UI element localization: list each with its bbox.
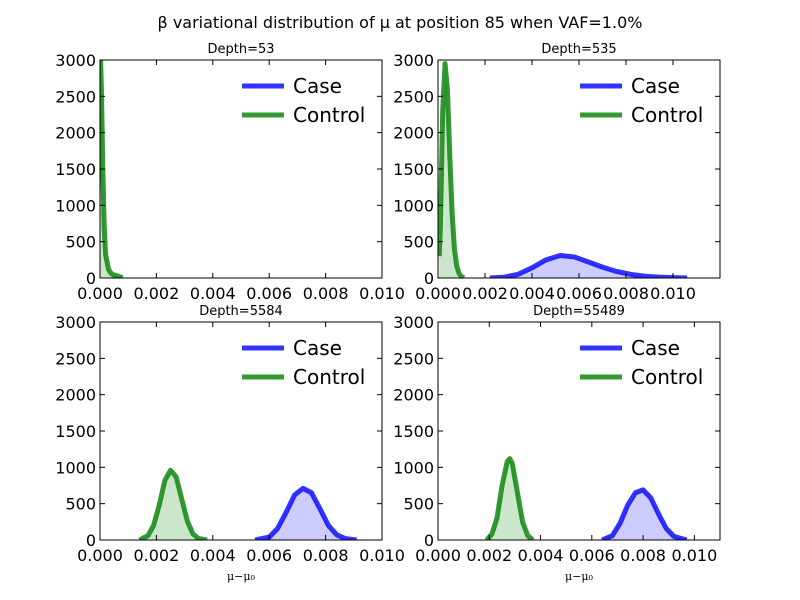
y-tick-label: 1000 [393, 196, 434, 215]
x-axis-label: μ−μ₀ [565, 570, 594, 583]
series-line-control [484, 456, 535, 540]
chart-panel-1: Depth=53 0 500 1000 1500 2000 2500 3000 0.000 0.0… [55, 42, 405, 303]
y-tick-label: 0 [86, 269, 96, 288]
y-tick-label: 2000 [55, 386, 96, 405]
x-tick-label: 0.008 [603, 284, 649, 303]
y-tick-label: 1000 [393, 458, 434, 477]
x-tick-label: 0.004 [190, 284, 236, 303]
series-fill-control [100, 60, 123, 278]
y-tick-label: 3000 [55, 51, 96, 70]
x-tick-label: 0.002 [133, 546, 179, 565]
x-tick-label: 0.002 [133, 284, 179, 303]
legend-label-case: Case [293, 336, 342, 360]
y-tick-label: 3000 [55, 313, 96, 332]
series-line-control [138, 467, 208, 540]
y-tick-label: 0 [424, 269, 434, 288]
x-tick-label: 0.006 [246, 284, 292, 303]
legend-label-control: Control [293, 365, 365, 389]
x-tick-label: 0.004 [509, 284, 555, 303]
legend-label-case: Case [631, 74, 680, 98]
legend: Case Control [580, 74, 703, 127]
y-tick-label: 2500 [393, 87, 434, 106]
series-line-case [254, 485, 357, 540]
x-tick-label: 0.002 [466, 546, 512, 565]
x-tick-label: 0.004 [518, 546, 564, 565]
plot-area [484, 456, 688, 540]
legend-label-case: Case [293, 74, 342, 98]
x-tick-label: 0.008 [620, 546, 666, 565]
y-tick-label: 1500 [393, 422, 434, 441]
panel-title: Depth=55489 [533, 304, 625, 319]
y-tick-label: 2500 [55, 349, 96, 368]
y-tick-label: 0 [424, 531, 434, 550]
y-tick-label: 0 [86, 531, 96, 550]
y-tick-label: 1500 [393, 160, 434, 179]
x-tick-label: 0.010 [650, 284, 696, 303]
panel-title: Depth=5584 [199, 304, 283, 319]
legend-label-control: Control [631, 365, 703, 389]
y-tick-label: 500 [65, 233, 96, 252]
x-axis-label: μ−μ₀ [227, 570, 256, 583]
x-tick-label: 0.008 [303, 546, 349, 565]
legend-label-control: Control [293, 103, 365, 127]
legend: Case Control [580, 336, 703, 389]
x-tick-label: 0.010 [671, 546, 717, 565]
plot-area [138, 467, 357, 540]
y-tick-label: 2000 [393, 386, 434, 405]
y-tick-label: 2500 [55, 87, 96, 106]
y-tick-label: 2000 [55, 124, 96, 143]
series-fill-control [439, 63, 464, 278]
y-tick-label: 1000 [55, 458, 96, 477]
x-tick-label: 0.010 [359, 546, 405, 565]
y-tick-label: 1000 [55, 196, 96, 215]
series-line-case [489, 252, 688, 278]
legend-label-control: Control [631, 103, 703, 127]
y-tick-label: 3000 [393, 51, 434, 70]
series-line-control [100, 60, 124, 278]
x-tick-label: 0.002 [462, 284, 508, 303]
series-line-control [438, 61, 466, 278]
panel-title: Depth=535 [541, 42, 616, 57]
series-fill-case [489, 255, 688, 278]
x-tick-label: 0.000 [77, 284, 123, 303]
chart-panel-4: Depth=55489 0 500 1000 1500 2000 2500 3000 0.000… [393, 304, 721, 583]
chart-panel-3: Depth=5584 0 500 1000 1500 2000 2500 3000 0.000 0… [55, 304, 405, 583]
x-tick-label: 0.010 [359, 284, 405, 303]
y-tick-label: 3000 [393, 313, 434, 332]
figure-title: β variational distribution of μ at posit… [158, 13, 643, 32]
plot-area [100, 60, 124, 278]
y-tick-label: 500 [403, 233, 434, 252]
legend: Case Control [242, 74, 365, 127]
x-tick-label: 0.006 [246, 546, 292, 565]
x-tick-label: 0.004 [190, 546, 236, 565]
series-line-case [601, 487, 688, 540]
x-tick-label: 0.008 [303, 284, 349, 303]
legend: Case Control [242, 336, 365, 389]
y-tick-label: 1500 [55, 160, 96, 179]
legend-label-case: Case [631, 336, 680, 360]
x-tick-label: 0.000 [415, 546, 461, 565]
y-tick-label: 1500 [55, 422, 96, 441]
series-fill-case [255, 488, 357, 540]
y-tick-label: 2000 [393, 124, 434, 143]
panel-title: Depth=53 [207, 42, 274, 57]
x-tick-label: 0.006 [556, 284, 602, 303]
y-tick-label: 500 [403, 495, 434, 514]
plot-area [438, 61, 688, 278]
x-tick-label: 0.000 [415, 284, 461, 303]
y-tick-label: 2500 [393, 349, 434, 368]
x-tick-label: 0.006 [569, 546, 615, 565]
x-tick-label: 0.000 [77, 546, 123, 565]
y-tick-label: 500 [65, 495, 96, 514]
